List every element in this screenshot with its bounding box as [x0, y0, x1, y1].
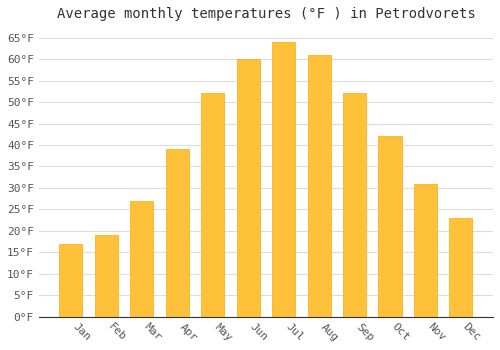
- Bar: [166, 149, 189, 317]
- Bar: [378, 136, 402, 317]
- Bar: [95, 235, 118, 317]
- Bar: [343, 93, 366, 317]
- Bar: [201, 93, 224, 317]
- Bar: [450, 218, 472, 317]
- Bar: [130, 201, 154, 317]
- Bar: [272, 42, 295, 317]
- Bar: [414, 184, 437, 317]
- Bar: [60, 244, 82, 317]
- Bar: [308, 55, 330, 317]
- Bar: [236, 59, 260, 317]
- Title: Average monthly temperatures (°F ) in Petrodvorets: Average monthly temperatures (°F ) in Pe…: [56, 7, 476, 21]
